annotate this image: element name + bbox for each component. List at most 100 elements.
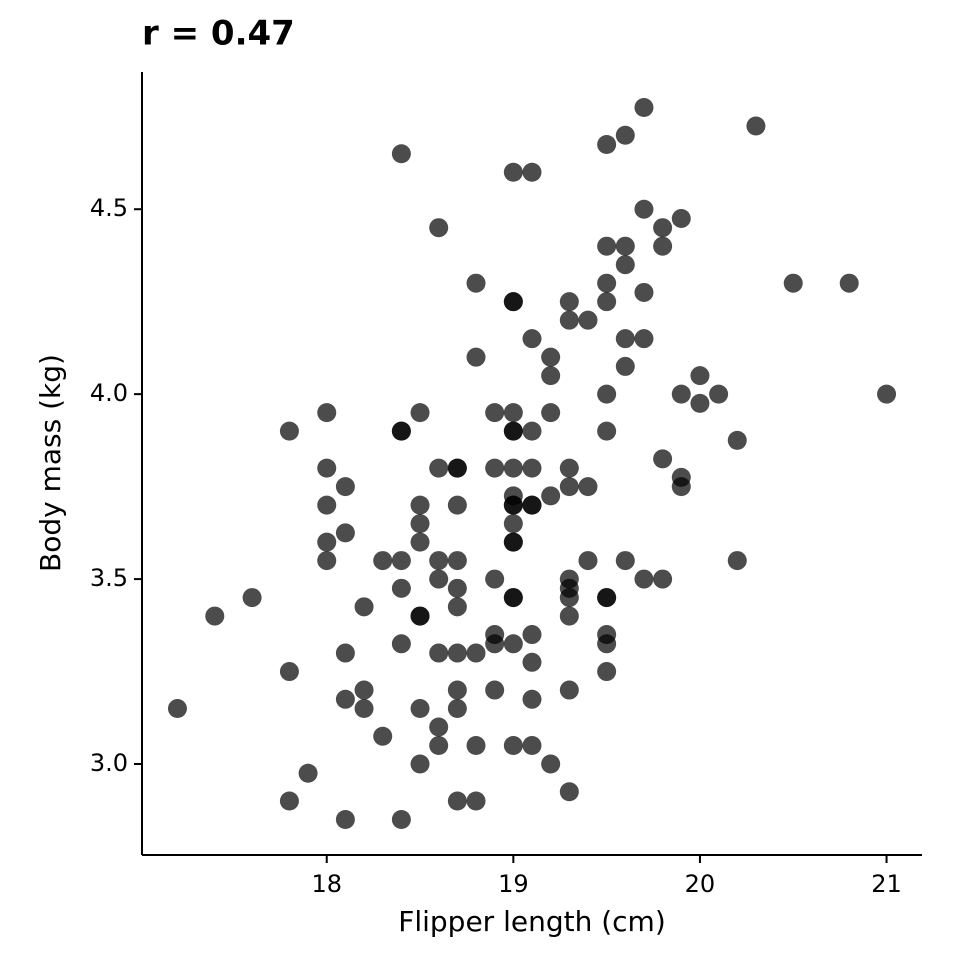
point bbox=[541, 347, 561, 367]
point bbox=[279, 662, 299, 682]
point bbox=[447, 680, 467, 700]
point bbox=[709, 384, 729, 404]
point bbox=[634, 569, 654, 589]
point bbox=[559, 310, 579, 330]
point bbox=[559, 477, 579, 497]
point bbox=[503, 403, 523, 423]
point bbox=[167, 699, 187, 719]
point bbox=[783, 273, 803, 293]
point bbox=[597, 236, 617, 256]
point bbox=[447, 791, 467, 811]
point bbox=[877, 384, 897, 404]
point bbox=[559, 606, 579, 626]
point bbox=[503, 162, 523, 182]
point bbox=[522, 162, 542, 182]
point bbox=[615, 125, 635, 145]
point bbox=[317, 495, 337, 515]
point bbox=[634, 329, 654, 349]
point bbox=[578, 310, 598, 330]
point bbox=[578, 551, 598, 571]
point bbox=[541, 366, 561, 386]
point bbox=[559, 782, 579, 802]
point bbox=[205, 606, 225, 626]
point bbox=[354, 699, 374, 719]
point bbox=[503, 634, 523, 654]
point bbox=[522, 689, 542, 709]
point bbox=[466, 273, 486, 293]
point bbox=[634, 199, 654, 219]
point bbox=[615, 551, 635, 571]
point bbox=[485, 569, 505, 589]
point bbox=[653, 569, 673, 589]
point bbox=[541, 754, 561, 774]
point bbox=[485, 403, 505, 423]
point bbox=[503, 421, 523, 441]
point bbox=[317, 403, 337, 423]
point bbox=[597, 662, 617, 682]
x-tick-label: 18 bbox=[311, 870, 342, 898]
point bbox=[429, 643, 449, 663]
point bbox=[429, 717, 449, 737]
point bbox=[335, 689, 355, 709]
y-tick-label: 3.0 bbox=[90, 749, 128, 777]
point bbox=[373, 551, 393, 571]
point bbox=[391, 144, 411, 164]
point bbox=[653, 218, 673, 238]
point bbox=[559, 292, 579, 312]
point bbox=[727, 430, 747, 450]
point bbox=[485, 458, 505, 478]
point bbox=[447, 699, 467, 719]
point bbox=[410, 699, 430, 719]
point bbox=[447, 597, 467, 617]
point bbox=[373, 726, 393, 746]
point bbox=[559, 680, 579, 700]
point bbox=[746, 116, 766, 136]
point bbox=[839, 273, 859, 293]
point bbox=[615, 356, 635, 376]
point bbox=[597, 134, 617, 154]
point bbox=[410, 495, 430, 515]
point bbox=[466, 347, 486, 367]
point bbox=[279, 791, 299, 811]
point bbox=[317, 551, 337, 571]
x-tick-label: 20 bbox=[685, 870, 716, 898]
point bbox=[671, 208, 691, 228]
point bbox=[503, 292, 523, 312]
point bbox=[429, 458, 449, 478]
point bbox=[597, 384, 617, 404]
point bbox=[485, 634, 505, 654]
point bbox=[671, 384, 691, 404]
point bbox=[541, 486, 561, 506]
point bbox=[597, 634, 617, 654]
point bbox=[615, 236, 635, 256]
point bbox=[410, 754, 430, 774]
y-tick-label: 4.5 bbox=[90, 194, 128, 222]
point bbox=[335, 523, 355, 543]
x-tick-label: 21 bbox=[871, 870, 902, 898]
point bbox=[447, 495, 467, 515]
point bbox=[466, 791, 486, 811]
point bbox=[597, 588, 617, 608]
point bbox=[522, 736, 542, 756]
point bbox=[503, 588, 523, 608]
point bbox=[335, 809, 355, 829]
point bbox=[522, 329, 542, 349]
point bbox=[447, 643, 467, 663]
point bbox=[410, 514, 430, 534]
point bbox=[503, 736, 523, 756]
point bbox=[653, 236, 673, 256]
point bbox=[503, 514, 523, 534]
point bbox=[503, 495, 523, 515]
point bbox=[410, 403, 430, 423]
point bbox=[466, 643, 486, 663]
point bbox=[429, 569, 449, 589]
point bbox=[597, 273, 617, 293]
point bbox=[447, 578, 467, 598]
point bbox=[429, 736, 449, 756]
point bbox=[485, 680, 505, 700]
point bbox=[279, 421, 299, 441]
point bbox=[522, 421, 542, 441]
point bbox=[447, 551, 467, 571]
point bbox=[578, 477, 598, 497]
